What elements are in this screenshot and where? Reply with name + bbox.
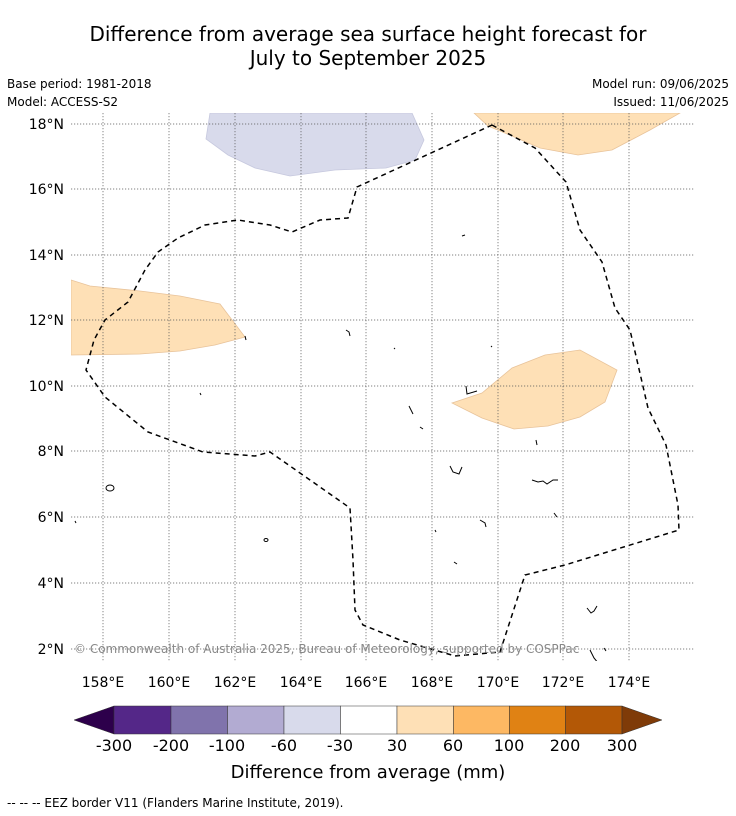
lat-label: 8°N bbox=[38, 444, 64, 460]
eez-legend-note: -- -- -- EEZ border V11 (Flanders Marine… bbox=[7, 796, 344, 810]
latitude-labels: 18°N 16°N 14°N 12°N 10°N 8°N 6°N 4°N 2°N bbox=[29, 117, 64, 658]
colorbar-tick-labels: -300 -200 -100 -60 -30 30 60 100 200 300 bbox=[96, 736, 637, 755]
island-outline bbox=[490, 345, 493, 348]
colorbar-segment bbox=[227, 705, 285, 735]
island-outline bbox=[479, 519, 487, 528]
lon-label: 172°E bbox=[542, 675, 585, 691]
lon-label: 160°E bbox=[148, 675, 191, 691]
island-outline bbox=[199, 392, 202, 396]
island-outline bbox=[586, 605, 598, 614]
lat-label: 6°N bbox=[38, 510, 64, 526]
colorbar-tick: -300 bbox=[96, 736, 132, 755]
colorbar-tick: -100 bbox=[209, 736, 245, 755]
islands bbox=[74, 234, 607, 661]
island-outline bbox=[105, 484, 115, 492]
colorbar-segment bbox=[170, 705, 228, 735]
island-outline bbox=[408, 405, 414, 415]
eez-border bbox=[85, 124, 680, 657]
lat-label: 4°N bbox=[38, 576, 64, 592]
lon-label: 166°E bbox=[345, 675, 388, 691]
island-outline bbox=[345, 329, 351, 337]
lon-label: 174°E bbox=[608, 675, 651, 691]
title-line-1: Difference from average sea surface heig… bbox=[89, 22, 647, 46]
island-outline bbox=[603, 647, 607, 652]
title-line-2: July to September 2025 bbox=[249, 46, 487, 70]
colorbar-segment bbox=[113, 705, 172, 735]
colorbar-tick: -200 bbox=[153, 736, 189, 755]
island-outline bbox=[449, 465, 463, 475]
island-outline bbox=[553, 512, 558, 518]
island-outline bbox=[535, 439, 538, 446]
island-outline bbox=[453, 561, 458, 565]
model-run: Model run: 09/06/2025 bbox=[591, 77, 729, 91]
colorbar-tick: 300 bbox=[607, 736, 638, 755]
colorbar-tick: 200 bbox=[550, 736, 581, 755]
colorbar-tick: -30 bbox=[327, 736, 353, 755]
island-outline bbox=[589, 649, 598, 661]
lat-label: 14°N bbox=[29, 248, 64, 264]
colorbar-extend-low bbox=[73, 705, 115, 735]
island-outline bbox=[263, 538, 269, 542]
colorbar-tick: 60 bbox=[443, 736, 463, 755]
lon-label: 162°E bbox=[214, 675, 257, 691]
colorbar-tick: -60 bbox=[271, 736, 297, 755]
lat-label: 2°N bbox=[38, 642, 64, 658]
colorbar-segment bbox=[509, 705, 566, 735]
lon-label: 158°E bbox=[82, 675, 125, 691]
colorbar-extend-high bbox=[621, 705, 663, 735]
colorbar-segment bbox=[453, 705, 510, 735]
island-outline bbox=[465, 385, 478, 395]
lat-label: 10°N bbox=[29, 379, 64, 395]
meta-right: Model run: 09/06/2025 Issued: 11/06/2025 bbox=[592, 75, 729, 111]
lat-label: 12°N bbox=[29, 313, 64, 329]
copyright-watermark: © Commonwealth of Australia 2025, Bureau… bbox=[74, 642, 579, 656]
lon-label: 168°E bbox=[411, 675, 454, 691]
colorbar bbox=[73, 705, 663, 735]
longitude-labels: 158°E 160°E 162°E 164°E 166°E 168°E 170°… bbox=[82, 675, 651, 691]
island-outline bbox=[434, 529, 437, 533]
island-outline bbox=[74, 520, 77, 524]
island-outline bbox=[244, 335, 247, 341]
positive-anomaly-region-northeast bbox=[473, 113, 681, 156]
lon-label: 164°E bbox=[280, 675, 323, 691]
colorbar-segment bbox=[565, 705, 623, 735]
colorbar-segment bbox=[396, 705, 454, 735]
lon-label: 170°E bbox=[477, 675, 520, 691]
lat-label: 18°N bbox=[29, 117, 64, 133]
island-outline bbox=[531, 479, 558, 485]
island-outline bbox=[419, 426, 424, 430]
island-outline bbox=[461, 234, 466, 237]
graticule bbox=[71, 113, 695, 661]
base-period: Base period: 1981-2018 bbox=[7, 77, 152, 91]
map-area: © Commonwealth of Australia 2025, Bureau… bbox=[71, 113, 695, 661]
issued-date: Issued: 11/06/2025 bbox=[613, 95, 729, 109]
colorbar-tick: 30 bbox=[387, 736, 407, 755]
colorbar-segment bbox=[340, 705, 398, 735]
island-outline bbox=[393, 347, 396, 350]
negative-anomaly-region bbox=[205, 113, 425, 177]
lat-label: 16°N bbox=[29, 182, 64, 198]
map-title: Difference from average sea surface heig… bbox=[0, 22, 736, 70]
colorbar-segment bbox=[283, 705, 341, 735]
colorbar-tick: 100 bbox=[494, 736, 525, 755]
model-name: Model: ACCESS-S2 bbox=[7, 95, 119, 109]
meta-left: Base period: 1981-2018 Model: ACCESS-S2 bbox=[7, 75, 152, 111]
colorbar-title: Difference from average (mm) bbox=[231, 762, 506, 783]
